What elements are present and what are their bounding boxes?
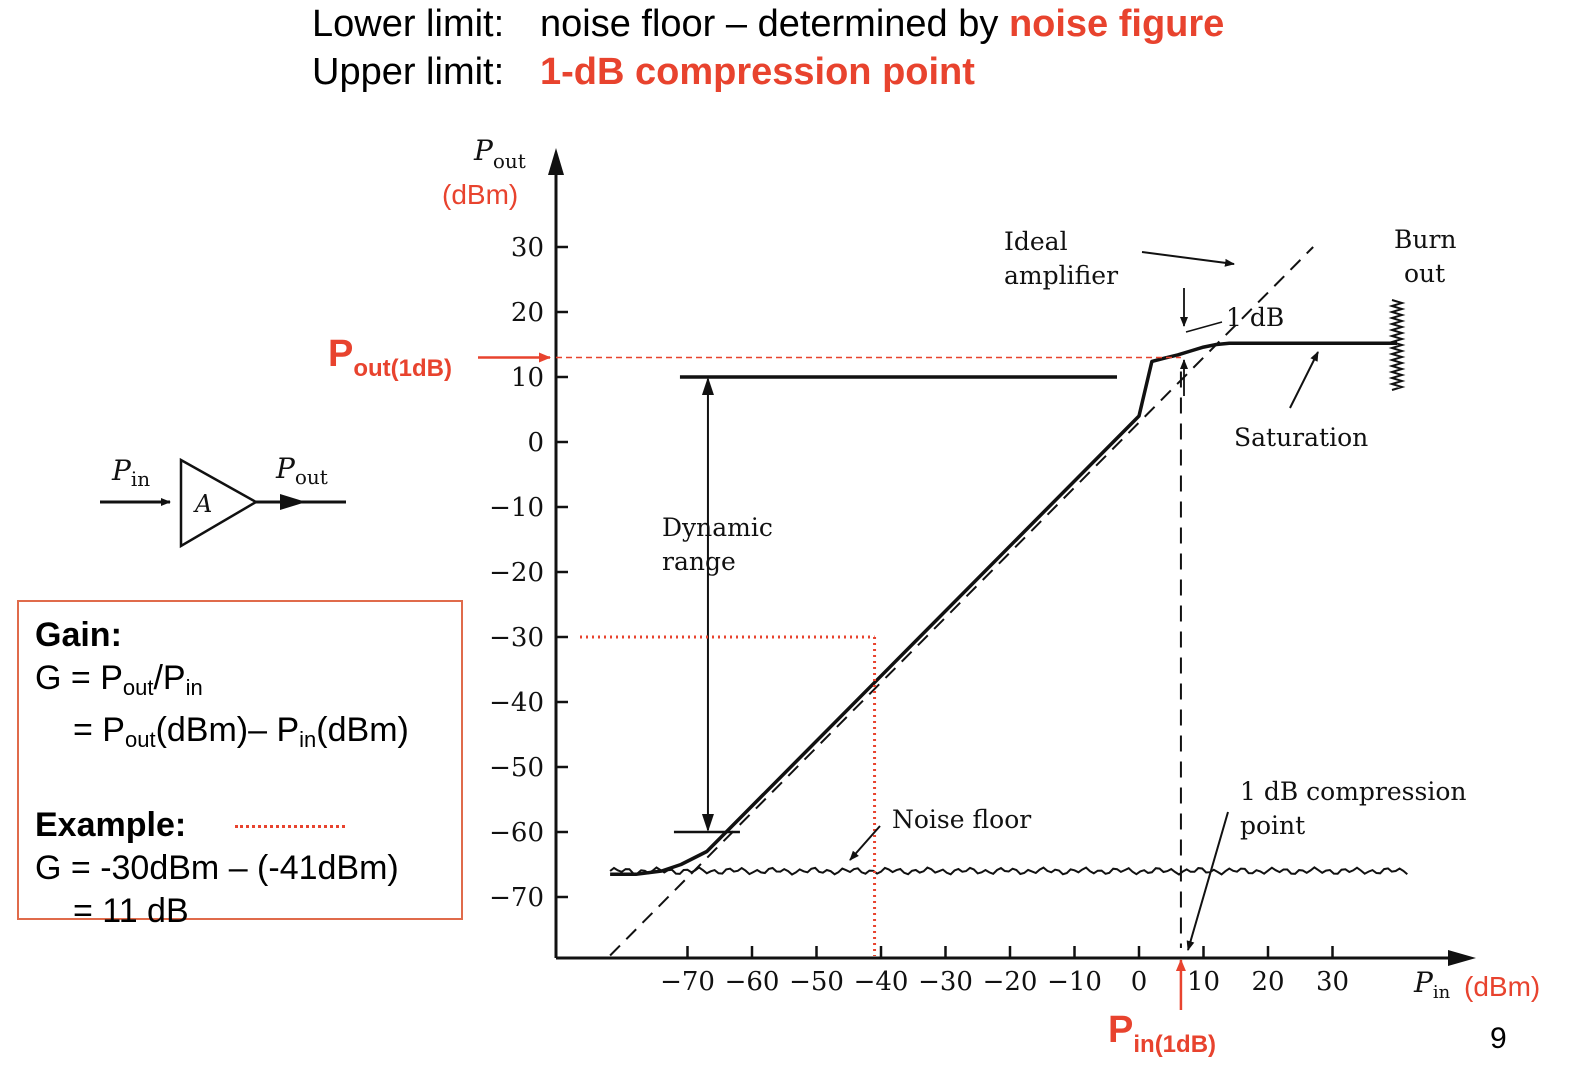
saturation-pointer bbox=[1289, 351, 1319, 409]
lower-limit-row: Lower limit: noise floor – determined by … bbox=[312, 0, 1224, 48]
x-tick-label-7: 0 bbox=[1131, 967, 1148, 997]
one-db-label: 1 dB bbox=[1226, 303, 1284, 332]
transfer-curve bbox=[610, 341, 1397, 877]
burn-out-label-2: out bbox=[1404, 259, 1445, 288]
page-number: 9 bbox=[1490, 1022, 1507, 1055]
lower-limit-label: Lower limit: bbox=[312, 3, 505, 45]
example-dotted-marker bbox=[235, 825, 345, 828]
ideal-amplifier-label-2: amplifier bbox=[1004, 261, 1118, 290]
y-axis-arrowhead bbox=[548, 148, 564, 175]
y-tick-label-5: −20 bbox=[489, 558, 544, 588]
compression-pointer bbox=[1186, 811, 1229, 951]
one-db-leader bbox=[1185, 321, 1223, 333]
x-tick-label-8: 10 bbox=[1187, 967, 1220, 997]
x-tick-label-9: 20 bbox=[1251, 967, 1284, 997]
amp-block-label: A bbox=[193, 490, 212, 518]
x-axis-title: Pin bbox=[1413, 966, 1451, 1003]
noise-floor-label: Noise floor bbox=[892, 805, 1031, 834]
example-line-2: = 11 dB bbox=[73, 892, 189, 930]
ideal-amplifier-label: Ideal bbox=[1004, 227, 1068, 256]
y-tick-label-1: 20 bbox=[511, 298, 544, 328]
limits-text: Lower limit: noise floor – determined by … bbox=[312, 0, 1224, 96]
ideal-amplifier-line bbox=[609, 246, 1314, 957]
example-line-1: G = -30dBm – (-41dBm) bbox=[35, 849, 399, 887]
upper-limit-label: Upper limit: bbox=[312, 51, 505, 93]
x-axis-unit: (dBm) bbox=[1464, 971, 1540, 1002]
gain-formula-1: G = Pout/Pin bbox=[35, 659, 203, 700]
x-tick-label-4: −30 bbox=[918, 967, 973, 997]
y-tick-label-7: −40 bbox=[489, 688, 544, 718]
amp-triangle bbox=[179, 457, 259, 549]
x-tick-label-5: −20 bbox=[983, 967, 1038, 997]
burn-out-squiggle bbox=[1388, 299, 1406, 391]
compression-label-2: point bbox=[1240, 811, 1305, 840]
y-tick-label-9: −60 bbox=[489, 818, 544, 848]
dynamic-range-label: Dynamic bbox=[662, 513, 773, 542]
x-tick-label-3: −40 bbox=[854, 967, 909, 997]
y-tick-label-3: 0 bbox=[527, 428, 544, 458]
amplifier-symbol: A Pin Pout bbox=[100, 452, 346, 549]
ideal-amplifier-pointer bbox=[1141, 251, 1235, 267]
x-tick-label-6: −10 bbox=[1047, 967, 1102, 997]
example-title: Example: bbox=[35, 806, 187, 844]
x-tick-label-10: 30 bbox=[1316, 967, 1349, 997]
y-tick-label-4: −10 bbox=[489, 493, 544, 523]
dynamic-range-arrowhead-top bbox=[701, 377, 714, 395]
y-axis-unit: (dBm) bbox=[442, 179, 518, 210]
saturation-label: Saturation bbox=[1234, 423, 1368, 452]
y-tick-label-6: −30 bbox=[489, 623, 544, 653]
upper-limit-row: Upper limit: 1-dB compression point bbox=[312, 48, 1224, 96]
dynamic-range-arrowhead-bottom bbox=[701, 814, 714, 832]
y-axis-title: Pout bbox=[473, 134, 526, 173]
gain-title: Gain: bbox=[35, 616, 122, 654]
y-tick-label-8: −50 bbox=[489, 753, 544, 783]
compression-point-highlight: 1-dB compression point bbox=[540, 51, 975, 93]
pout-1db-label: Pout(1dB) bbox=[328, 333, 452, 382]
chart-marks bbox=[478, 246, 1408, 1010]
x-ticks: −70 −60 −50 −40 −30 −20 −10 0 10 20 30 bbox=[660, 946, 1349, 997]
x-axis-arrowhead bbox=[1448, 950, 1476, 966]
amp-pin-label: Pin bbox=[111, 454, 150, 491]
x-tick-label-2: −50 bbox=[789, 967, 844, 997]
gain-formula-2: = Pout(dBm)– Pin(dBm) bbox=[73, 711, 409, 752]
amp-output-arrowhead bbox=[280, 494, 306, 510]
x-tick-label-1: −60 bbox=[725, 967, 780, 997]
y-ticks: 30 20 10 0 −10 −20 −30 −40 −50 −60 −70 bbox=[489, 233, 568, 913]
noise-floor-line bbox=[609, 866, 1408, 876]
x-tick-label-0: −70 bbox=[660, 967, 715, 997]
amp-pout-label: Pout bbox=[275, 452, 328, 489]
lower-limit-text: noise floor – determined by bbox=[540, 3, 1009, 45]
y-tick-label-0: 30 bbox=[511, 233, 544, 263]
compression-label: 1 dB compression bbox=[1240, 777, 1467, 806]
noise-floor-pointer bbox=[849, 825, 881, 861]
y-tick-label-2: 10 bbox=[511, 363, 544, 393]
dynamic-range-label-2: range bbox=[662, 547, 736, 576]
gain-box: Gain: G = Pout/Pin = Pout(dBm)– Pin(dBm)… bbox=[17, 600, 463, 930]
noise-figure-highlight: noise figure bbox=[1008, 3, 1225, 45]
y-tick-label-10: −70 bbox=[489, 883, 544, 913]
pin-1db-label: Pin(1dB) bbox=[1108, 1009, 1216, 1058]
example-row: Example: bbox=[35, 804, 461, 847]
burn-out-label: Burn bbox=[1394, 225, 1457, 254]
